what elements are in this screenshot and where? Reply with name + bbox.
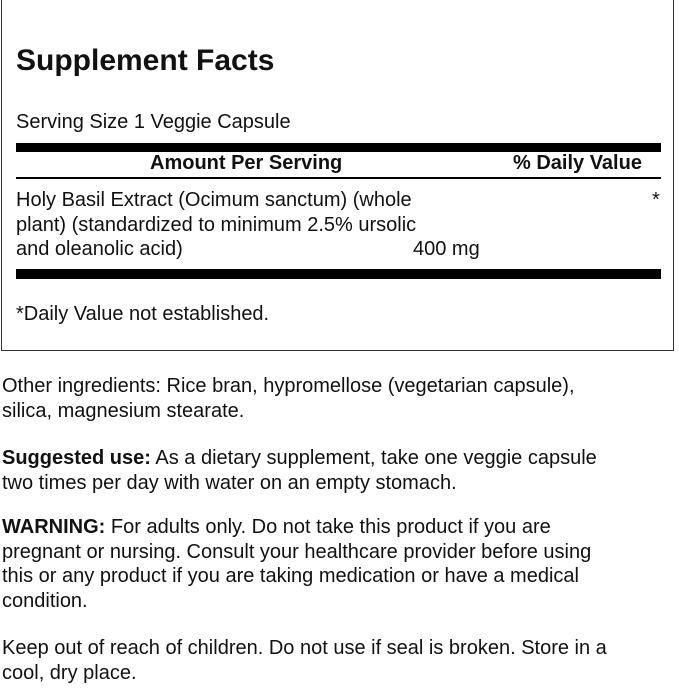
thick-divider [16, 269, 661, 279]
storage-instructions: Keep out of reach of children. Do not us… [2, 636, 607, 685]
serving-size: Serving Size 1 Veggie Capsule [16, 111, 291, 133]
panel-title: Supplement Facts [16, 44, 275, 77]
text-line: Keep out of reach of children. Do not us… [2, 637, 607, 659]
header-amount-per-serving: Amount Per Serving [150, 152, 343, 174]
text-line: two times per day with water on an empty… [2, 471, 457, 494]
suggested-use: Suggested use: As a dietary supplement, … [2, 446, 597, 495]
warning-label: WARNING: [2, 516, 106, 538]
suggested-use-label: Suggested use: [2, 447, 151, 469]
thick-divider [16, 143, 661, 152]
ingredient-dv: * [652, 189, 660, 211]
text-line: silica, magnesium stearate. [2, 399, 245, 422]
text-line: this or any product if you are taking me… [2, 565, 579, 587]
ingredient-name: Holy Basil Extract (Ocimum sanctum) (who… [16, 188, 416, 262]
thin-divider [16, 177, 661, 179]
ingredient-line: plant) (standardized to minimum 2.5% urs… [16, 213, 417, 236]
ingredient-line: Holy Basil Extract (Ocimum sanctum) (who… [16, 189, 412, 211]
text-line: As a dietary supplement, take one veggie… [150, 447, 597, 469]
header-daily-value: % Daily Value [513, 152, 642, 174]
text-line: pregnant or nursing. Consult your health… [2, 540, 592, 563]
other-ingredients: Other ingredients: Rice bran, hypromello… [2, 374, 575, 423]
supplement-facts-panel [1, 0, 674, 351]
text-line: condition. [2, 589, 88, 612]
text-line: For adults only. Do not take this produc… [105, 516, 551, 538]
warning: WARNING: For adults only. Do not take th… [2, 515, 591, 613]
footnote: *Daily Value not established. [16, 303, 270, 325]
text-line: Other ingredients: Rice bran, hypromello… [2, 375, 575, 397]
ingredient-amount: 400 mg [413, 238, 480, 260]
text-line: cool, dry place. [2, 661, 137, 684]
ingredient-line: and oleanolic acid) [16, 238, 183, 260]
